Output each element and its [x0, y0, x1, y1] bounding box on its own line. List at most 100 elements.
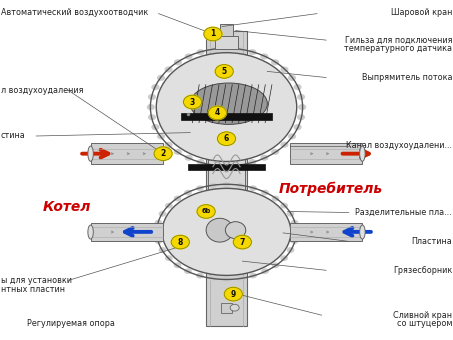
Text: Сливной кран: Сливной кран: [393, 311, 452, 320]
Ellipse shape: [153, 229, 161, 235]
Ellipse shape: [164, 66, 173, 72]
Text: стина: стина: [1, 132, 26, 140]
Ellipse shape: [226, 222, 246, 239]
Ellipse shape: [156, 53, 297, 162]
Ellipse shape: [164, 142, 173, 148]
Ellipse shape: [209, 183, 217, 188]
Circle shape: [233, 235, 251, 249]
Ellipse shape: [162, 188, 291, 275]
Ellipse shape: [298, 104, 306, 110]
Ellipse shape: [159, 247, 166, 253]
Ellipse shape: [197, 49, 205, 55]
Ellipse shape: [184, 268, 192, 274]
Ellipse shape: [287, 211, 294, 217]
Ellipse shape: [157, 133, 165, 139]
Text: 1: 1: [210, 30, 216, 38]
Ellipse shape: [173, 195, 181, 201]
Ellipse shape: [236, 275, 244, 281]
Bar: [221, 303, 232, 313]
Text: ы для установки: ы для установки: [1, 276, 72, 285]
Text: 6: 6: [224, 134, 229, 143]
Circle shape: [230, 304, 239, 311]
Ellipse shape: [261, 268, 269, 274]
Circle shape: [217, 132, 236, 146]
Ellipse shape: [360, 146, 365, 161]
Ellipse shape: [222, 46, 231, 52]
Text: Пластина: Пластина: [411, 237, 452, 246]
Ellipse shape: [272, 195, 280, 201]
Text: Разделительные пла...: Разделительные пла...: [356, 208, 452, 217]
Bar: [208, 117, 245, 208]
Ellipse shape: [291, 238, 299, 244]
Text: температурного датчика: температурного датчика: [344, 45, 452, 53]
Ellipse shape: [288, 75, 296, 81]
Text: 6b: 6b: [202, 208, 211, 215]
Ellipse shape: [291, 220, 299, 225]
Ellipse shape: [248, 159, 256, 165]
Text: со штуцером: со штуцером: [396, 319, 452, 328]
Ellipse shape: [280, 66, 289, 72]
Ellipse shape: [288, 133, 296, 139]
Ellipse shape: [88, 225, 93, 239]
Ellipse shape: [159, 211, 166, 217]
Ellipse shape: [261, 190, 269, 196]
Ellipse shape: [222, 276, 231, 282]
Text: л воздухоудаления: л воздухоудаления: [1, 86, 83, 95]
Ellipse shape: [184, 190, 192, 196]
Ellipse shape: [223, 182, 231, 188]
Ellipse shape: [174, 149, 182, 155]
Ellipse shape: [236, 162, 244, 168]
Text: Потребитель: Потребитель: [279, 182, 383, 196]
Ellipse shape: [206, 218, 233, 242]
Ellipse shape: [174, 59, 182, 65]
Circle shape: [154, 147, 172, 160]
Bar: [181, 113, 272, 120]
Ellipse shape: [249, 273, 257, 278]
Text: Гильза для подключения: Гильза для подключения: [345, 36, 452, 45]
Ellipse shape: [154, 238, 162, 244]
Ellipse shape: [280, 203, 288, 208]
Bar: [188, 164, 265, 170]
Ellipse shape: [173, 262, 181, 268]
Ellipse shape: [271, 149, 279, 155]
Circle shape: [197, 205, 215, 218]
Ellipse shape: [297, 114, 305, 120]
Ellipse shape: [196, 273, 204, 278]
Text: 7: 7: [240, 238, 245, 246]
Ellipse shape: [271, 59, 279, 65]
Text: Автоматический воздухоотводчик: Автоматический воздухоотводчик: [1, 8, 148, 17]
Ellipse shape: [88, 146, 93, 161]
Ellipse shape: [248, 49, 256, 55]
Ellipse shape: [260, 155, 268, 161]
Ellipse shape: [197, 159, 205, 165]
Ellipse shape: [148, 114, 156, 120]
Ellipse shape: [196, 185, 204, 191]
Circle shape: [171, 235, 189, 249]
Ellipse shape: [222, 163, 231, 169]
Ellipse shape: [294, 124, 302, 130]
Ellipse shape: [184, 155, 193, 161]
Ellipse shape: [185, 53, 193, 60]
Ellipse shape: [236, 183, 244, 188]
Ellipse shape: [360, 225, 365, 239]
Text: 3: 3: [190, 98, 195, 106]
Bar: [220, 24, 233, 36]
Ellipse shape: [165, 255, 173, 261]
Ellipse shape: [154, 220, 162, 225]
Ellipse shape: [151, 124, 159, 130]
Ellipse shape: [294, 84, 302, 90]
Ellipse shape: [280, 142, 289, 148]
Text: Выпрямитель потока: Выпрямитель потока: [361, 73, 452, 82]
Bar: [290, 143, 362, 164]
Ellipse shape: [260, 53, 268, 60]
Bar: [290, 223, 362, 241]
Ellipse shape: [287, 247, 294, 253]
Ellipse shape: [209, 47, 217, 53]
Circle shape: [208, 106, 226, 120]
Text: Грязесборник: Грязесборник: [393, 266, 452, 275]
Ellipse shape: [297, 94, 305, 100]
Ellipse shape: [280, 255, 288, 261]
Ellipse shape: [157, 75, 165, 81]
Ellipse shape: [148, 94, 156, 100]
Ellipse shape: [147, 104, 155, 110]
